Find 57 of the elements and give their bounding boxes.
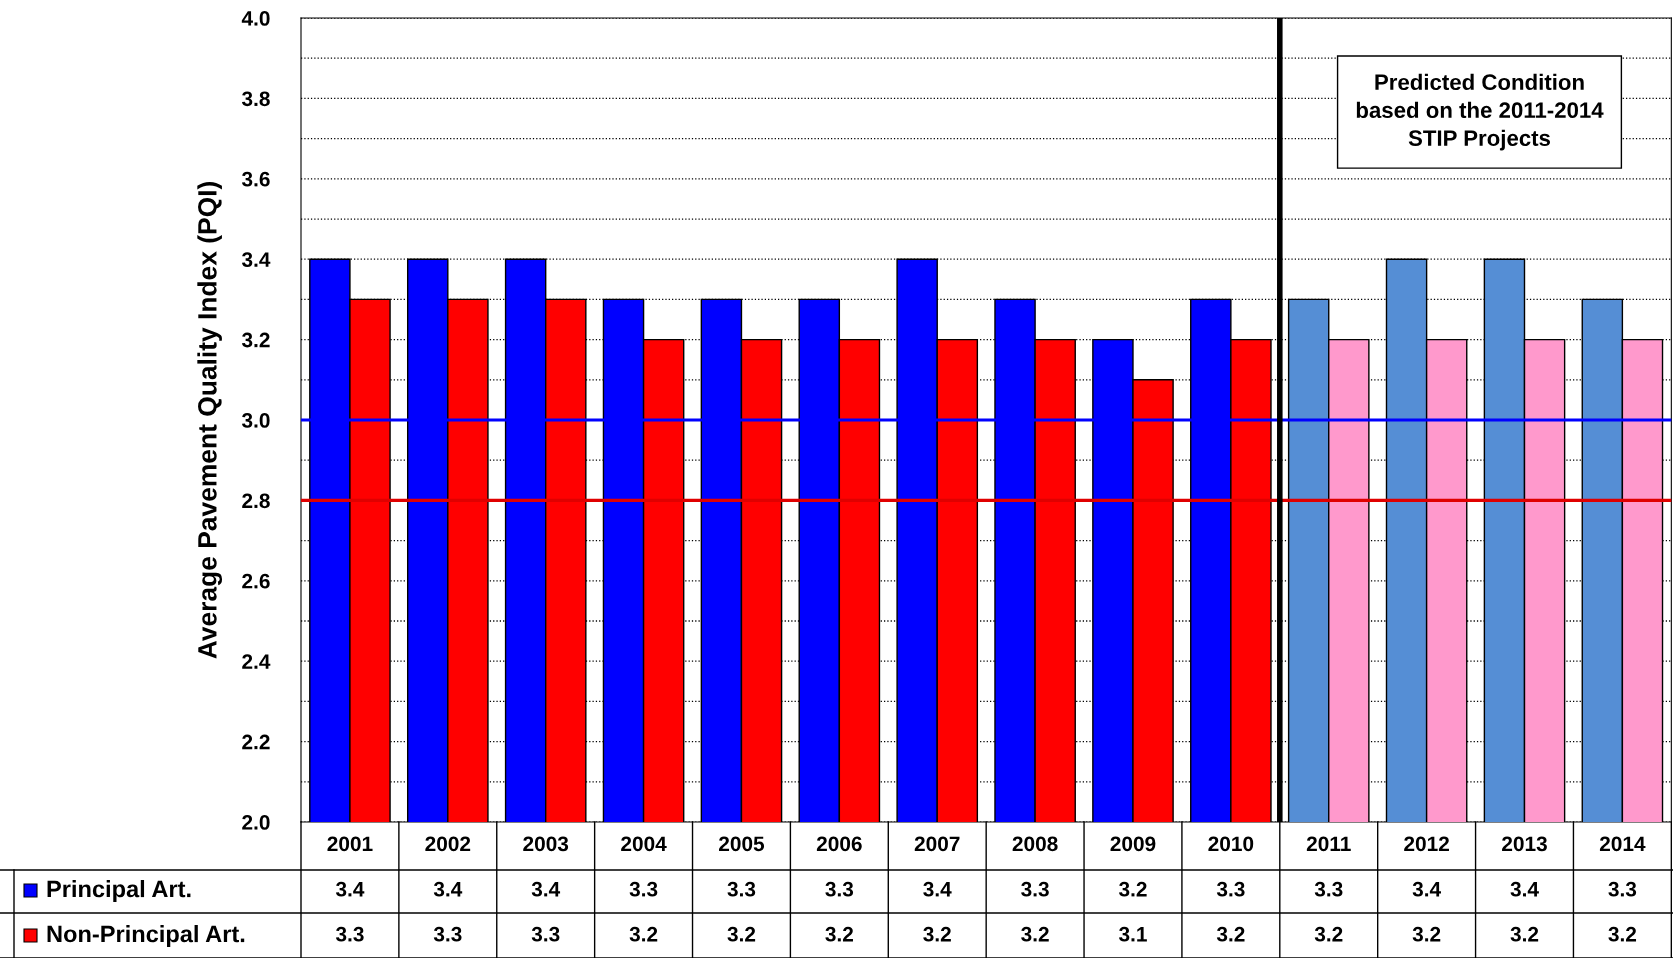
y-tick-label: 3.2 [241,332,270,348]
data-label: 3.4 [1412,881,1441,897]
x-tick-label: 2003 [523,836,569,852]
x-tick-label: 2002 [425,836,471,852]
y-axis-title: Average Pavement Quality Index (PQI) [197,182,223,659]
data-label: 3.3 [531,926,560,942]
x-tick-label: 2009 [1110,836,1156,852]
annotation: Predicted Condition based on the 2011-2014 STIP Projects [1356,73,1604,151]
y-tick-label: 2.2 [242,734,270,750]
legend-label: Principal Art. [47,879,191,903]
x-tick-label: 2010 [1208,836,1254,852]
data-label: 3.3 [629,881,658,897]
data-label: 3.2 [1216,926,1245,942]
y-tick-label: 4.0 [241,11,270,26]
y-tick-label: 2.6 [242,573,270,589]
y-tick-label: 3.8 [241,91,270,107]
data-label: 3.2 [923,926,951,942]
data-label: 3.4 [433,881,463,897]
data-label: 3.2 [1021,926,1049,942]
x-tick-label: 2001 [327,836,373,852]
data-label: 3.2 [727,926,756,942]
data-label: 3.3 [825,881,854,897]
data-label: 3.2 [1118,881,1147,897]
data-label: 3.3 [1216,881,1245,897]
data-label: 3.4 [923,881,952,897]
y-tick-label: 3.6 [241,171,270,187]
data-label: 3.1 [1118,926,1147,942]
x-tick-label: 2005 [719,836,765,852]
data-label: 3.2 [1314,926,1343,942]
data-label: 3.4 [1510,881,1539,897]
data-label: 3.3 [1314,881,1343,897]
data-label: 3.2 [825,926,853,942]
x-tick-label: 2014 [1599,836,1646,852]
y-tick-label: 2.8 [242,493,270,509]
data-label: 3.4 [531,881,561,897]
x-tick-label: 2011 [1306,836,1351,852]
data-label: 3.3 [335,926,364,942]
data-label: 3.2 [1608,926,1637,942]
data-label: 3.3 [1608,881,1637,897]
data-label: 3.4 [335,881,365,897]
y-tick-label: 2.4 [242,654,271,669]
y-tick-label: 3.0 [241,413,270,428]
y-tick-label: 3.4 [241,252,271,267]
x-tick-label: 2012 [1404,836,1449,852]
x-tick-label: 2004 [621,836,667,852]
x-tick-label: 2008 [1012,836,1058,852]
data-label: 3.2 [1412,926,1441,942]
x-tick-label: 2006 [816,836,862,852]
data-label: 3.2 [629,926,658,942]
legend-label: Non-Principal Art. [47,924,245,948]
x-tick-label: 2013 [1502,836,1547,852]
x-tick-label: 2007 [914,836,960,852]
data-label: 3.3 [727,881,756,897]
y-tick-label: 2.0 [242,815,270,830]
data-label: 3.3 [1021,881,1049,897]
data-label: 3.3 [433,926,462,942]
data-label: 3.2 [1510,926,1539,942]
